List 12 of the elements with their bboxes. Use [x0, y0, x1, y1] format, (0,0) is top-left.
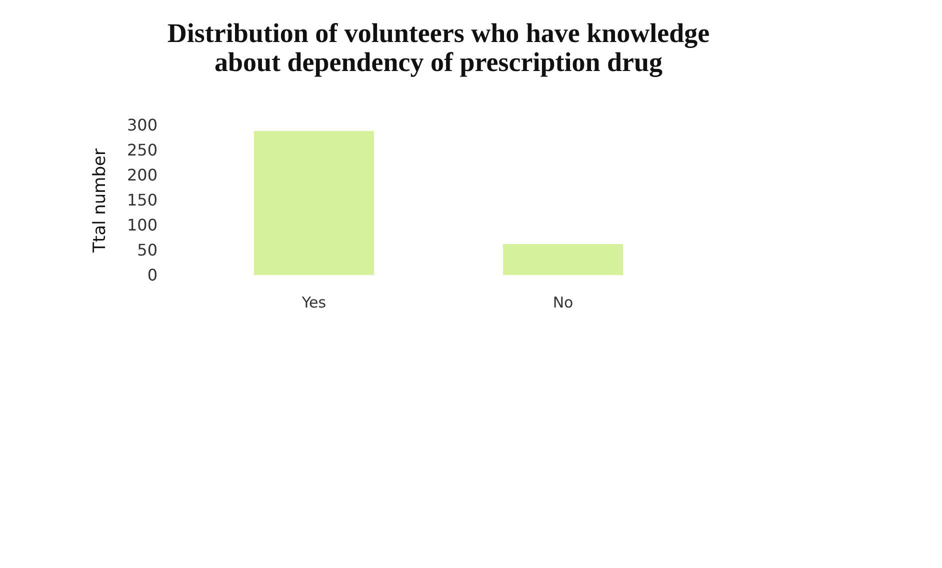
y-tick-label: 250 — [126, 140, 158, 160]
y-tick-label: 50 — [137, 240, 158, 260]
y-tick-label: 200 — [126, 166, 158, 184]
y-tick-label: 150 — [126, 190, 158, 210]
text: Distribution of volunteers who have knowledge — [167, 18, 710, 48]
y-tick-label: 0 — [147, 266, 158, 284]
y-axis-title: Ttal number — [90, 148, 110, 254]
x-tick-label: No — [552, 294, 574, 312]
text: about dependency of prescription drug — [214, 47, 663, 77]
y-tick-label: 300 — [126, 116, 158, 134]
y-tick-label: 100 — [126, 216, 158, 234]
x-tick-label: Yes — [300, 294, 326, 312]
